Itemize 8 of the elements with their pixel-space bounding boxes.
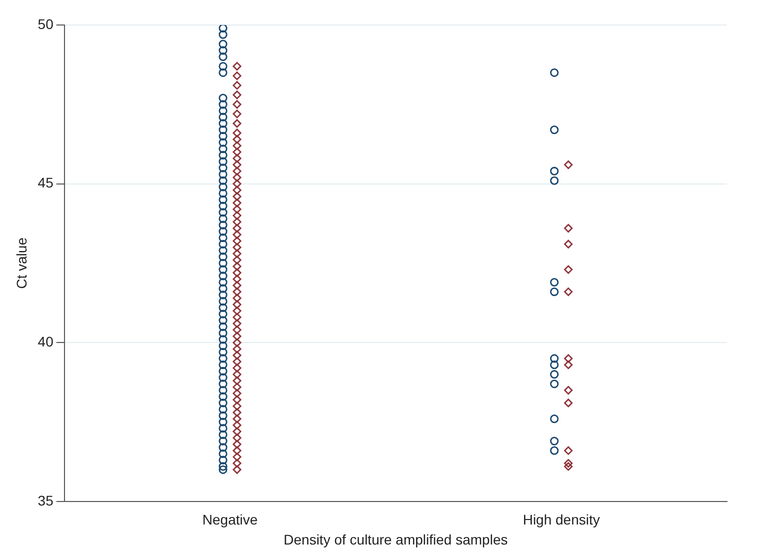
y-tick-label: 50 [38, 16, 54, 32]
y-axis-title: Ct value [13, 237, 30, 289]
y-tick-label: 40 [38, 333, 54, 350]
x-tick-label: High density [522, 512, 600, 528]
y-tick-label: 45 [38, 174, 54, 191]
x-tick-label: Negative [202, 512, 258, 528]
x-axis-title: Density of culture amplified samples [284, 531, 508, 548]
y-tick-label: 35 [38, 492, 54, 508]
